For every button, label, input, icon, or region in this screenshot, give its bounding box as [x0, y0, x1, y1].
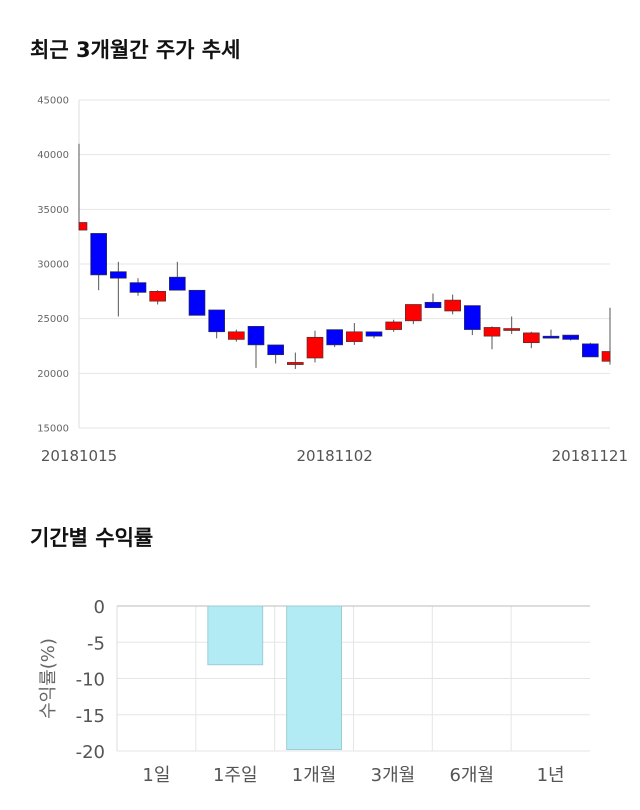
x-tick-label: 1년 [537, 765, 565, 786]
candle [582, 342, 599, 358]
candle-body [110, 271, 127, 279]
candle [90, 233, 107, 291]
candle-body [267, 344, 284, 356]
x-tick-label: 20181121 [552, 447, 628, 465]
candle-body [78, 222, 88, 231]
candle-body [306, 336, 324, 359]
candle-body [582, 343, 599, 358]
y-tick-label: -20 [76, 742, 105, 763]
candle-body [424, 301, 442, 309]
candle [542, 329, 560, 339]
y-tick-label: 40000 [37, 150, 69, 161]
candle [247, 326, 265, 368]
y-tick-label: 25000 [37, 314, 69, 325]
candle-body [149, 291, 166, 302]
candle [523, 331, 540, 349]
y-tick-label: 20000 [37, 369, 69, 380]
candle [287, 352, 304, 369]
x-tick-label: 6개월 [449, 765, 494, 786]
y-tick-label: 35000 [37, 205, 69, 216]
return-bar [207, 605, 264, 666]
price-trend-title: 최근 3개월간 주가 추세 [30, 38, 241, 62]
candle [562, 334, 579, 341]
candle [601, 307, 611, 365]
candle-body [444, 299, 461, 312]
candle-body [90, 233, 107, 276]
candle-body [129, 282, 147, 293]
candle [326, 329, 343, 348]
candle-body [523, 332, 540, 344]
candle-body [169, 276, 186, 291]
candle [365, 331, 383, 339]
y-axis-label: 수익률(%) [38, 638, 59, 719]
candle-body [601, 351, 611, 362]
candle [78, 143, 88, 231]
candle-body [188, 289, 206, 316]
y-tick-label: -15 [76, 706, 105, 727]
y-tick-label: 30000 [37, 260, 69, 271]
candle [483, 326, 501, 350]
candle [110, 261, 127, 317]
y-tick-label: -5 [87, 633, 105, 654]
candle-body [208, 309, 225, 333]
candle-body [346, 331, 363, 342]
candle-body [542, 335, 560, 339]
candle-body [287, 362, 304, 365]
candle [169, 261, 186, 291]
y-tick-label: 15000 [37, 424, 69, 435]
candle-body [365, 331, 383, 337]
candle [424, 293, 442, 309]
x-tick-label: 20181102 [296, 447, 372, 465]
candle-body [228, 331, 245, 340]
candle-body [562, 334, 579, 340]
candle [306, 330, 324, 363]
candle-body [503, 328, 520, 331]
candle-body [385, 321, 402, 330]
candle [444, 294, 461, 315]
candle-body [464, 305, 481, 330]
candle-body [326, 329, 343, 346]
y-tick-label: 0 [94, 597, 105, 618]
returns-title: 기간별 수익률 [30, 526, 154, 550]
candlestick-chart: 15000 20000 25000 30000 35000 40000 45000 20181… [37, 96, 628, 466]
return-bar [286, 605, 342, 751]
x-tick-label: 1개월 [292, 765, 337, 786]
candle-body [405, 304, 422, 322]
candle [385, 319, 402, 332]
x-tick-label: 1일 [142, 765, 170, 786]
x-tick-label: 1주일 [213, 765, 258, 786]
y-tick-label: -10 [76, 670, 105, 691]
candle [149, 290, 166, 305]
candle-body [483, 327, 501, 337]
candle-body [247, 326, 265, 346]
candle [464, 305, 481, 336]
candle [129, 278, 147, 296]
candle [503, 316, 520, 334]
candle [346, 323, 363, 345]
candle [228, 329, 245, 342]
candle [405, 304, 422, 325]
x-tick-label: 3개월 [371, 765, 416, 786]
candle [267, 344, 284, 364]
y-tick-label: 45000 [37, 96, 69, 107]
candle [188, 289, 206, 316]
x-tick-label: 20181015 [41, 447, 117, 465]
candle [208, 309, 225, 339]
